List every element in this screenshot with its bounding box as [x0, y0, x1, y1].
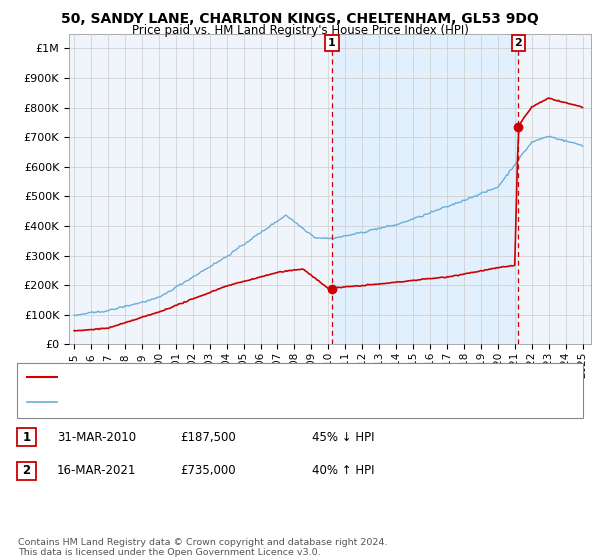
Text: 16-MAR-2021: 16-MAR-2021 — [57, 464, 136, 478]
Text: Price paid vs. HM Land Registry's House Price Index (HPI): Price paid vs. HM Land Registry's House … — [131, 24, 469, 36]
Text: £735,000: £735,000 — [180, 464, 236, 478]
Text: 1: 1 — [328, 38, 336, 48]
Text: 50, SANDY LANE, CHARLTON KINGS, CHELTENHAM, GL53 9DQ (detached house): 50, SANDY LANE, CHARLTON KINGS, CHELTENH… — [63, 372, 479, 382]
Text: 45% ↓ HPI: 45% ↓ HPI — [312, 431, 374, 444]
Text: 1: 1 — [22, 431, 31, 444]
Text: 2: 2 — [22, 464, 31, 478]
Text: Contains HM Land Registry data © Crown copyright and database right 2024.
This d: Contains HM Land Registry data © Crown c… — [18, 538, 388, 557]
Bar — [332, 34, 518, 344]
Text: 40% ↑ HPI: 40% ↑ HPI — [312, 464, 374, 478]
Text: 31-MAR-2010: 31-MAR-2010 — [57, 431, 136, 444]
Text: 50, SANDY LANE, CHARLTON KINGS, CHELTENHAM, GL53 9DQ: 50, SANDY LANE, CHARLTON KINGS, CHELTENH… — [61, 12, 539, 26]
Text: £187,500: £187,500 — [180, 431, 236, 444]
Text: 2: 2 — [514, 38, 522, 48]
Text: HPI: Average price, detached house, Cheltenham: HPI: Average price, detached house, Chel… — [63, 397, 320, 407]
